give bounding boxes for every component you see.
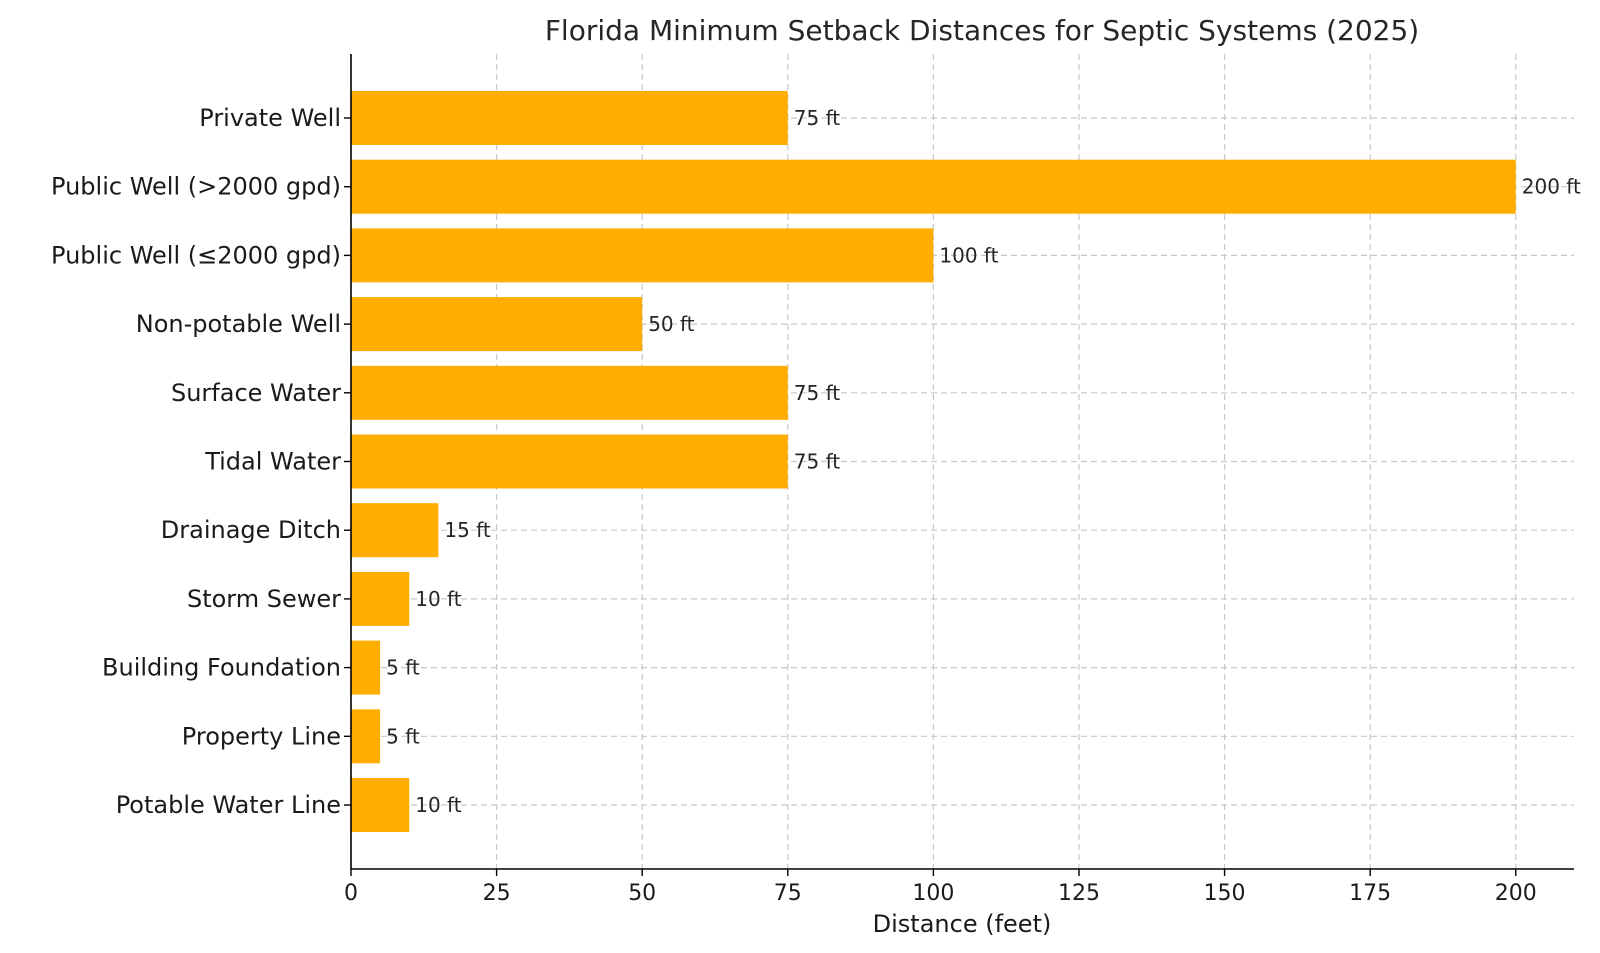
x-tick-label: 125 [1058, 881, 1100, 906]
bar [351, 503, 439, 558]
category-label: Building Foundation [102, 654, 341, 682]
bar-value-label: 200 ft [1522, 175, 1581, 199]
bar [351, 297, 643, 352]
category-label: Public Well (≤2000 gpd) [51, 241, 341, 269]
bar [351, 159, 1516, 214]
category-label: Drainage Ditch [161, 516, 341, 544]
category-labels: Private Well Public Well (>2000 gpd) Publi… [51, 104, 351, 819]
category-label: Storm Sewer [187, 585, 341, 613]
category-label: Potable Water Line [116, 791, 341, 819]
x-tick-label: 75 [774, 881, 802, 906]
bar [351, 228, 934, 283]
bar [351, 365, 788, 420]
bar-value-label: 50 ft [648, 312, 694, 336]
chart-title: Florida Minimum Setback Distances for Se… [545, 14, 1419, 47]
category-label: Surface Water [171, 379, 341, 407]
x-ticks: 0 25 50 75 100 125 150 175 200 [344, 869, 1537, 906]
category-label: Property Line [182, 722, 341, 750]
category-label: Non-potable Well [136, 310, 341, 338]
bar [351, 571, 410, 626]
bar-value-label: 100 ft [939, 243, 998, 267]
bar-value-label: 10 ft [415, 793, 461, 817]
x-tick-label: 25 [483, 881, 511, 906]
category-label: Private Well [199, 104, 341, 132]
x-tick-label: 200 [1495, 881, 1537, 906]
bar-value-label: 15 ft [444, 518, 490, 542]
bar-value-label: 5 ft [386, 724, 420, 748]
bar [351, 778, 410, 832]
bar-value-label: 75 ft [794, 450, 840, 474]
x-tick-label: 50 [628, 881, 656, 906]
x-tick-label: 175 [1349, 881, 1391, 906]
bar [351, 709, 381, 764]
bar-value-label: 10 ft [415, 587, 461, 611]
x-tick-label: 150 [1204, 881, 1246, 906]
category-label: Public Well (>2000 gpd) [51, 173, 341, 201]
x-axis-label: Distance (feet) [873, 910, 1052, 938]
x-tick-label: 0 [344, 881, 358, 906]
bar [351, 91, 788, 145]
bar-value-label: 75 ft [794, 106, 840, 130]
bar [351, 434, 788, 489]
bars [351, 91, 1516, 832]
bar-value-label: 75 ft [794, 381, 840, 405]
bar [351, 640, 381, 695]
category-label: Tidal Water [204, 448, 341, 476]
data-labels: 75 ft 200 ft 100 ft 50 ft 75 ft 75 ft 15 ft 10 … [386, 106, 1581, 817]
x-tick-label: 100 [912, 881, 954, 906]
bar-value-label: 5 ft [386, 656, 420, 680]
